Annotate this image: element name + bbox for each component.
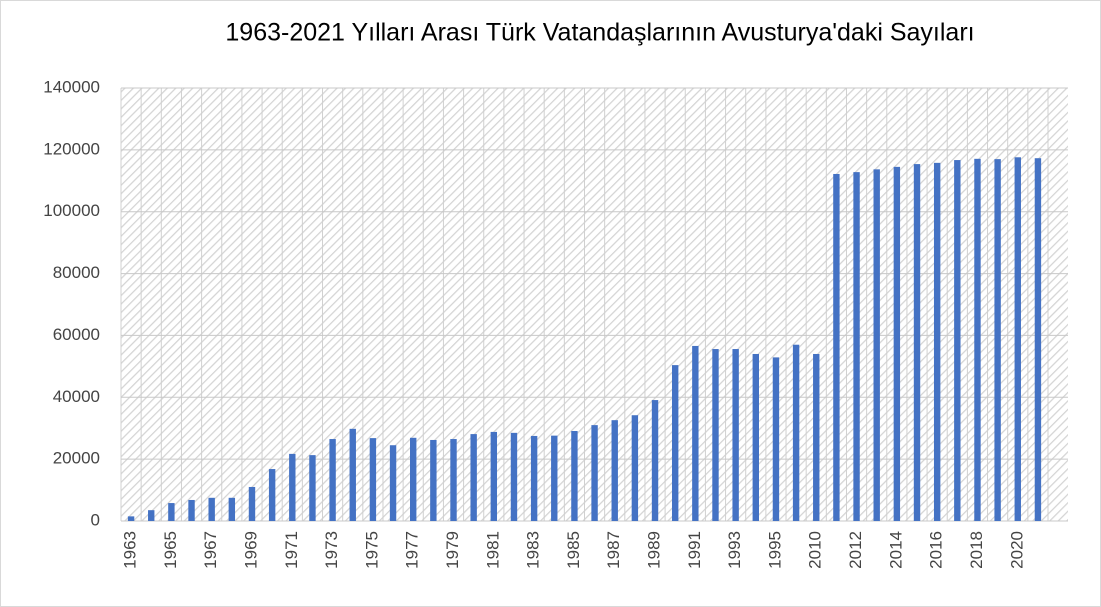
x-tick-label: 1979 — [443, 531, 462, 569]
x-tick-label: 2012 — [846, 531, 865, 569]
bar — [853, 172, 860, 521]
y-tick-label: 80000 — [53, 263, 100, 282]
bar — [813, 353, 820, 521]
bar — [289, 453, 296, 521]
y-tick-label: 140000 — [43, 77, 100, 96]
x-tick-label: 2020 — [1007, 531, 1026, 569]
bar — [148, 510, 155, 521]
bar — [772, 357, 780, 521]
y-tick-label: 60000 — [53, 325, 100, 344]
x-tick-label: 2016 — [927, 531, 946, 569]
bar — [974, 158, 981, 522]
bar — [410, 437, 417, 521]
x-tick-label: 1977 — [403, 531, 422, 569]
x-tick-label: 1983 — [524, 531, 543, 569]
x-tick-label: 2014 — [886, 531, 905, 569]
bar — [571, 430, 578, 521]
y-tick-label: 20000 — [53, 449, 100, 468]
bar — [470, 434, 477, 521]
bar — [208, 497, 215, 521]
bar — [510, 432, 518, 521]
bar — [752, 353, 759, 521]
bar — [833, 173, 840, 521]
bar — [530, 435, 538, 521]
x-tick-label: 1963 — [121, 531, 140, 569]
bar — [994, 159, 1001, 521]
y-tick-label: 100000 — [43, 201, 100, 220]
bar — [611, 420, 618, 521]
x-tick-label: 1967 — [201, 531, 220, 569]
y-tick-label: 0 — [91, 510, 100, 529]
x-tick-label: 2010 — [806, 531, 825, 569]
bar — [732, 349, 739, 521]
bar — [188, 499, 195, 521]
bar — [349, 428, 356, 521]
bar — [692, 345, 699, 521]
bar — [490, 431, 498, 521]
x-tick-label: 1993 — [725, 531, 744, 569]
bar — [651, 400, 659, 521]
y-tick-label: 120000 — [43, 139, 100, 158]
x-tick-label: 1971 — [282, 531, 301, 569]
bar — [873, 169, 880, 521]
bar — [1014, 157, 1021, 521]
bar — [671, 365, 679, 521]
bar — [1034, 158, 1042, 521]
bar — [913, 164, 921, 521]
bar — [933, 162, 941, 521]
bar — [430, 439, 437, 521]
bar — [248, 486, 256, 521]
bar — [268, 469, 276, 521]
x-tick-label: 1965 — [161, 531, 180, 569]
x-tick-label: 1975 — [362, 531, 381, 569]
x-tick-label: 1989 — [645, 531, 664, 569]
bar — [792, 344, 800, 521]
x-tick-label: 1987 — [604, 531, 623, 569]
bar — [954, 160, 961, 521]
bar — [329, 439, 336, 521]
chart-title: 1963-2021 Yılları Arası Türk Vatandaşlar… — [225, 19, 974, 47]
bar — [309, 455, 316, 521]
x-tick-label: 1981 — [483, 531, 502, 569]
bar — [168, 503, 175, 521]
bar — [127, 516, 135, 521]
bar — [893, 166, 901, 521]
bar — [228, 497, 236, 521]
bar — [591, 425, 598, 521]
x-tick-label: 1969 — [241, 531, 260, 569]
bar — [389, 445, 397, 521]
bar — [631, 415, 639, 521]
bar — [551, 435, 558, 521]
y-tick-label: 40000 — [53, 387, 100, 406]
x-tick-label: 1973 — [322, 531, 341, 569]
x-tick-label: 1985 — [564, 531, 583, 569]
x-tick-label: 2018 — [967, 531, 986, 569]
bar — [450, 439, 457, 521]
x-tick-label: 1991 — [685, 531, 704, 569]
bar — [369, 438, 377, 521]
bar — [712, 349, 719, 521]
x-tick-label: 1995 — [765, 531, 784, 569]
